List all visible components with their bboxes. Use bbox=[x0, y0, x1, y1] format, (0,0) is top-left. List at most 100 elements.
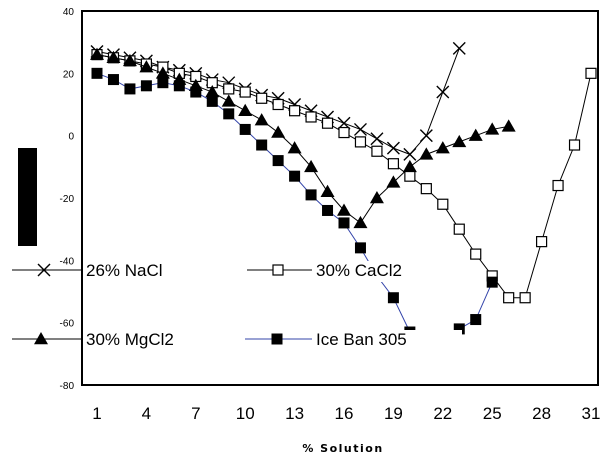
data-point-30-cacl2 bbox=[568, 139, 581, 151]
x-tick-label: 4 bbox=[142, 404, 151, 423]
x-tick-label: 19 bbox=[384, 404, 403, 423]
data-point-ice-ban-305 bbox=[354, 242, 366, 254]
x-tick-label: 25 bbox=[483, 404, 502, 423]
data-point-26-nacl bbox=[370, 132, 384, 146]
legend-marker-30-mgcl2 bbox=[34, 332, 48, 345]
data-point-30-cacl2 bbox=[256, 92, 268, 104]
data-point-ice-ban-305 bbox=[157, 77, 169, 89]
data-point-30-mgcl2 bbox=[419, 147, 434, 160]
data-point-30-mgcl2 bbox=[369, 191, 384, 204]
data-point-30-cacl2 bbox=[305, 111, 317, 123]
legend-text-bg bbox=[84, 261, 232, 282]
legend-label: 30% MgCl2 bbox=[86, 330, 174, 349]
data-point-30-mgcl2 bbox=[452, 134, 467, 148]
legend-marker-26-nacl bbox=[37, 263, 51, 277]
data-point-ice-ban-305 bbox=[486, 276, 498, 288]
data-point-ice-ban-305 bbox=[91, 67, 103, 79]
data-point-30-cacl2 bbox=[289, 105, 301, 117]
data-point-30-cacl2 bbox=[387, 158, 399, 170]
data-point-30-mgcl2 bbox=[205, 85, 220, 98]
data-point-30-mgcl2 bbox=[221, 94, 236, 107]
x-tick-label: 31 bbox=[582, 404, 601, 423]
data-point-30-mgcl2 bbox=[287, 141, 302, 154]
data-point-26-nacl bbox=[386, 141, 400, 155]
legend-entry-30-cacl2: 30% CaCl2 bbox=[247, 261, 462, 282]
legend-marker-30-cacl2 bbox=[272, 264, 284, 276]
data-point-30-mgcl2 bbox=[501, 119, 516, 132]
data-point-30-mgcl2 bbox=[337, 203, 351, 216]
x-axis-ticks: 1 4 7 10 13 16 19 22 25 28 31 bbox=[92, 404, 600, 423]
data-point-30-mgcl2 bbox=[90, 47, 104, 60]
data-point-30-cacl2 bbox=[354, 136, 367, 148]
data-point-30-mgcl2 bbox=[106, 50, 121, 63]
data-point-26-nacl bbox=[452, 41, 466, 55]
legend-text-bg bbox=[314, 261, 462, 282]
x-tick-label: 28 bbox=[532, 404, 551, 423]
data-point-30-mgcl2 bbox=[254, 113, 269, 126]
data-point-30-mgcl2 bbox=[155, 66, 170, 79]
x-axis-title: % Solution bbox=[302, 442, 383, 455]
data-point-ice-ban-305 bbox=[206, 95, 218, 107]
data-point-30-cacl2 bbox=[470, 248, 482, 260]
data-point-ice-ban-305 bbox=[470, 314, 482, 326]
y-tick-label: 20 bbox=[63, 69, 75, 80]
data-point-ice-ban-305 bbox=[239, 123, 251, 135]
data-point-30-mgcl2 bbox=[320, 184, 335, 198]
data-point-30-cacl2 bbox=[453, 223, 465, 235]
axes bbox=[81, 10, 599, 386]
data-point-30-cacl2 bbox=[223, 83, 235, 95]
data-point-ice-ban-305 bbox=[223, 108, 235, 120]
data-point-30-cacl2 bbox=[338, 126, 350, 139]
data-point-26-nacl bbox=[419, 129, 433, 143]
data-point-30-mgcl2 bbox=[435, 141, 450, 154]
data-point-30-mgcl2 bbox=[139, 60, 154, 73]
legend-entry-ice-ban-305: Ice Ban 305 bbox=[245, 330, 462, 351]
y-tick-label: 0 bbox=[68, 132, 74, 143]
x-tick-label: 7 bbox=[191, 404, 200, 423]
data-point-30-cacl2 bbox=[503, 292, 515, 304]
x-tick-label: 10 bbox=[236, 404, 255, 423]
x-tick-label: 13 bbox=[285, 404, 304, 423]
data-point-30-cacl2 bbox=[321, 117, 334, 129]
legend-label: 26% NaCl bbox=[86, 261, 163, 280]
legend-label: 30% CaCl2 bbox=[316, 261, 402, 280]
data-point-30-cacl2 bbox=[371, 145, 383, 157]
data-point-30-mgcl2 bbox=[353, 215, 368, 229]
data-point-ice-ban-305 bbox=[453, 323, 465, 335]
series-30-mgcl2 bbox=[90, 47, 516, 229]
y-tick-label: -80 bbox=[60, 381, 75, 392]
series-group bbox=[90, 41, 597, 347]
data-point-30-mgcl2 bbox=[304, 159, 319, 173]
data-point-30-cacl2 bbox=[420, 183, 432, 195]
data-point-30-cacl2 bbox=[404, 170, 416, 182]
data-point-30-mgcl2 bbox=[468, 128, 483, 141]
legend-text-bg bbox=[314, 330, 462, 351]
y-axis-ticks: -80 -60 -40 -20 0 20 40 bbox=[60, 7, 75, 392]
data-point-30-mgcl2 bbox=[238, 103, 253, 116]
data-point-26-nacl bbox=[436, 85, 450, 99]
data-point-ice-ban-305 bbox=[387, 292, 399, 304]
data-point-ice-ban-305 bbox=[289, 170, 301, 182]
y-tick-label: 40 bbox=[63, 7, 75, 18]
data-point-ice-ban-305 bbox=[338, 217, 350, 229]
data-point-30-cacl2 bbox=[519, 292, 531, 304]
data-point-30-cacl2 bbox=[535, 236, 548, 248]
left-marker-bar bbox=[18, 148, 37, 246]
x-tick-label: 22 bbox=[433, 404, 452, 423]
y-tick-label: -20 bbox=[60, 194, 75, 205]
data-point-30-cacl2 bbox=[437, 198, 449, 210]
data-point-30-mgcl2 bbox=[402, 159, 417, 173]
data-point-ice-ban-305 bbox=[272, 155, 284, 167]
y-tick-label: -60 bbox=[60, 319, 75, 330]
legend-entry-26-nacl: 26% NaCl bbox=[12, 261, 232, 282]
data-point-30-mgcl2 bbox=[386, 175, 401, 188]
data-point-30-cacl2 bbox=[585, 67, 597, 79]
data-point-ice-ban-305 bbox=[322, 204, 334, 216]
data-point-ice-ban-305 bbox=[173, 80, 185, 92]
x-tick-label: 1 bbox=[92, 404, 101, 423]
data-point-ice-ban-305 bbox=[305, 189, 317, 201]
data-point-ice-ban-305 bbox=[140, 80, 152, 92]
data-point-30-cacl2 bbox=[552, 179, 564, 192]
